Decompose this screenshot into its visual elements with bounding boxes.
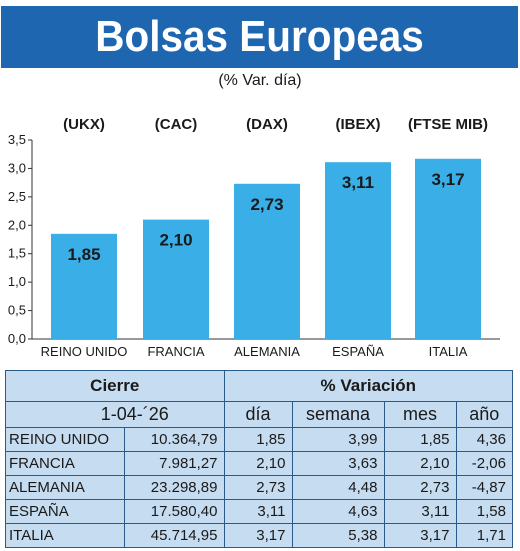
index-label: (DAX)	[246, 116, 288, 133]
table-row: ITALIA 45.714,95 3,17 5,38 3,17 1,71	[6, 523, 512, 548]
chart-subtitle: (% Var. día)	[218, 72, 302, 89]
y-tick-label: 3,5	[8, 132, 26, 147]
row-semana: 4,63	[291, 499, 384, 524]
table-row: ESPAÑA 17.580,40 3,11 4,63 3,11 1,58	[6, 499, 512, 524]
row-name: ALEMANIA	[6, 475, 124, 500]
category-label: FRANCIA	[147, 344, 204, 359]
index-label: (IBEX)	[336, 116, 381, 133]
row-name: ITALIA	[6, 523, 124, 548]
row-dia: 2,10	[223, 451, 292, 476]
y-tick-label: 2,5	[8, 189, 26, 204]
header-variacion: % Variación	[223, 371, 512, 402]
bar	[143, 219, 209, 339]
row-mes: 2,10	[383, 451, 456, 476]
row-anio: -4,87	[455, 475, 512, 500]
row-semana: 3,99	[291, 427, 384, 452]
y-tick-label: 3,0	[8, 160, 26, 175]
row-mes: 3,17	[383, 523, 456, 548]
row-name: REINO UNIDO	[6, 427, 124, 452]
category-label: REINO UNIDO	[41, 344, 128, 359]
row-dia: 1,85	[223, 427, 292, 452]
bar-value-label: 3,17	[431, 170, 464, 189]
row-semana: 3,63	[291, 451, 384, 476]
row-name: ESPAÑA	[6, 499, 124, 524]
bar	[325, 162, 391, 339]
index-label: (CAC)	[155, 116, 198, 133]
row-dia: 2,73	[223, 475, 292, 500]
row-dia: 3,11	[223, 499, 292, 524]
header-dia: día	[223, 401, 292, 428]
table-row: FRANCIA 7.981,27 2,10 3,63 2,10 -2,06	[6, 451, 512, 476]
bar	[234, 183, 300, 339]
bar-value-label: 2,10	[159, 231, 192, 250]
row-cierre: 45.714,95	[123, 523, 224, 548]
header-mes: mes	[383, 401, 456, 428]
row-cierre: 23.298,89	[123, 475, 224, 500]
row-mes: 2,73	[383, 475, 456, 500]
bar-value-label: 1,85	[67, 245, 100, 264]
index-label: (UKX)	[63, 116, 105, 133]
quotes-table: Cierre % Variación 1-04-´26 día semana m…	[5, 370, 513, 548]
bar-value-label: 3,11	[342, 173, 374, 192]
row-semana: 4,48	[291, 475, 384, 500]
title-banner: Bolsas Europeas	[1, 6, 518, 68]
row-mes: 3,11	[383, 499, 456, 524]
header-anio: año	[455, 401, 512, 428]
index-label: (FTSE MIB)	[408, 116, 488, 133]
category-label: ITALIA	[429, 344, 468, 359]
table-subheader-row: 1-04-´26 día semana mes año	[6, 401, 512, 428]
row-anio: 4,36	[455, 427, 512, 452]
row-anio: -2,06	[455, 451, 512, 476]
bar-chart: 0,0 0,5 1,0 1,5 2,0 2,5 3,0 3,5 1,85 (UKX) REINO U…	[8, 116, 500, 359]
table-row: ALEMANIA 23.298,89 2,73 4,48 2,73 -4,87	[6, 475, 512, 500]
row-semana: 5,38	[291, 523, 384, 548]
header-date: 1-04-´26	[6, 401, 224, 428]
bar-value-label: 2,73	[250, 195, 283, 214]
y-tick-label: 1,0	[8, 274, 26, 289]
category-label: ALEMANIA	[234, 344, 300, 359]
table-row: REINO UNIDO 10.364,79 1,85 3,99 1,85 4,3…	[6, 427, 512, 452]
y-tick-label: 2,0	[8, 217, 26, 232]
row-cierre: 17.580,40	[123, 499, 224, 524]
row-anio: 1,58	[455, 499, 512, 524]
row-name: FRANCIA	[6, 451, 124, 476]
row-mes: 1,85	[383, 427, 456, 452]
bar	[51, 233, 117, 339]
y-tick-label: 1,5	[8, 246, 26, 261]
row-dia: 3,17	[223, 523, 292, 548]
row-cierre: 10.364,79	[123, 427, 224, 452]
row-anio: 1,71	[455, 523, 512, 548]
row-cierre: 7.981,27	[123, 451, 224, 476]
table-header-row: Cierre % Variación	[6, 371, 512, 402]
header-cierre: Cierre	[6, 371, 224, 402]
bar	[415, 158, 481, 339]
category-label: ESPAÑA	[332, 344, 384, 359]
header-semana: semana	[291, 401, 384, 428]
chart-title: Bolsas Europeas	[95, 12, 424, 61]
y-tick-label: 0,0	[8, 331, 26, 346]
y-tick-label: 0,5	[8, 303, 26, 318]
